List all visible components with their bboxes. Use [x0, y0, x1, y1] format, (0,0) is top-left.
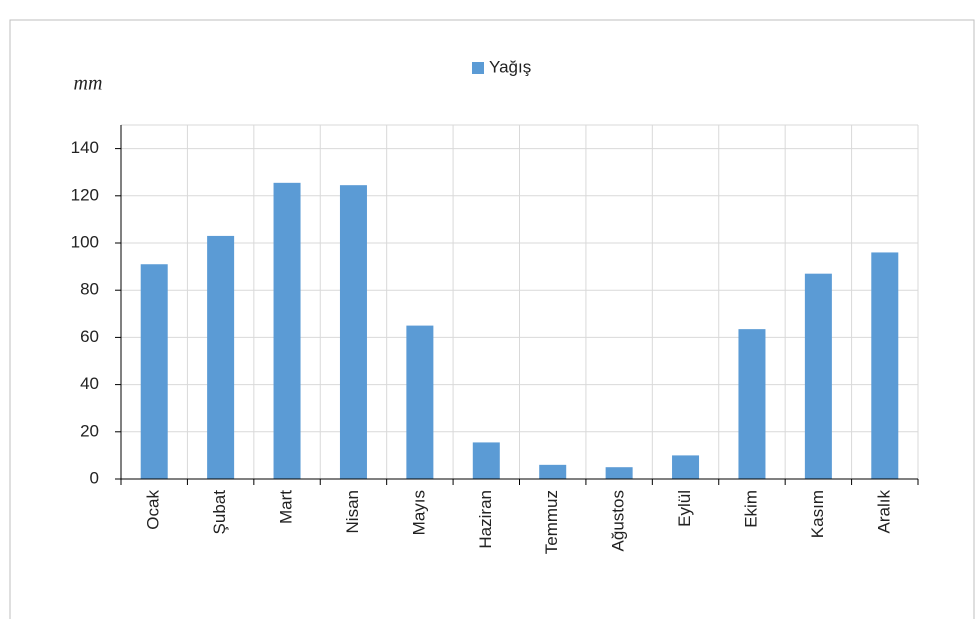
y-tick-label: 120	[71, 185, 99, 204]
x-tick-label: Şubat	[210, 490, 229, 535]
y-tick-label: 100	[71, 232, 99, 251]
chart-frame	[9, 19, 975, 619]
bar	[871, 252, 899, 479]
bar	[738, 329, 766, 479]
x-tick-label: Kasım	[808, 490, 827, 538]
y-tick-label: 140	[71, 138, 99, 157]
x-tick-label: Ocak	[144, 490, 163, 530]
y-tick-label: 0	[90, 468, 99, 487]
bar	[339, 185, 367, 479]
x-tick-label: Ağustos	[609, 490, 628, 551]
x-tick-label: Temmuz	[542, 490, 561, 554]
y-tick-label: 20	[80, 421, 99, 440]
bar	[140, 264, 168, 479]
x-tick-label: Aralık	[874, 490, 893, 534]
y-tick-label: 40	[80, 374, 99, 393]
bar	[672, 455, 700, 479]
bar	[207, 235, 235, 479]
y-axis-label: mm	[74, 73, 103, 95]
x-tick-label: Ekim	[741, 490, 760, 528]
bar	[605, 467, 633, 479]
y-tick-label: 60	[80, 327, 99, 346]
bar	[539, 464, 567, 479]
bar	[273, 182, 301, 479]
bar	[472, 442, 500, 479]
x-tick-label: Eylül	[675, 490, 694, 527]
bar	[804, 273, 832, 479]
legend-swatch	[472, 62, 484, 74]
y-tick-label: 80	[80, 280, 99, 299]
bar	[406, 325, 434, 479]
x-tick-label: Nisan	[343, 490, 362, 533]
x-tick-label: Mayıs	[409, 490, 428, 535]
x-tick-label: Haziran	[476, 490, 495, 549]
x-tick-label: Mart	[277, 490, 296, 524]
legend-label: Yağış	[489, 57, 531, 76]
